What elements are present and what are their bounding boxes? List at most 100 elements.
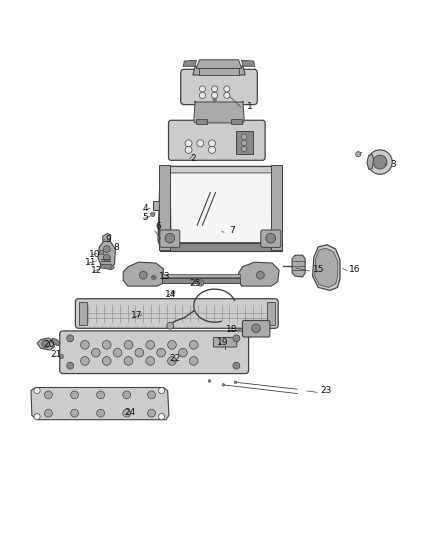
Circle shape (59, 354, 64, 359)
Polygon shape (31, 387, 169, 419)
FancyBboxPatch shape (213, 337, 237, 347)
Polygon shape (196, 60, 242, 68)
Circle shape (234, 381, 237, 384)
Circle shape (212, 92, 218, 99)
Circle shape (185, 140, 192, 147)
Circle shape (97, 391, 105, 399)
Circle shape (103, 254, 110, 261)
Circle shape (123, 391, 131, 399)
Polygon shape (184, 60, 196, 66)
Text: 10: 10 (89, 250, 101, 259)
Circle shape (159, 414, 165, 419)
Text: 25: 25 (189, 279, 201, 287)
Circle shape (368, 150, 392, 174)
Circle shape (159, 387, 165, 393)
Circle shape (172, 291, 175, 294)
Circle shape (67, 335, 74, 342)
Polygon shape (103, 233, 111, 241)
Polygon shape (239, 262, 279, 286)
Polygon shape (50, 338, 60, 346)
Circle shape (197, 140, 204, 147)
FancyBboxPatch shape (75, 298, 278, 328)
Circle shape (222, 384, 225, 386)
Bar (271, 165, 282, 250)
Polygon shape (98, 241, 116, 268)
Circle shape (212, 86, 218, 92)
Circle shape (123, 409, 131, 417)
Circle shape (102, 341, 111, 349)
FancyBboxPatch shape (160, 230, 180, 247)
Circle shape (185, 147, 192, 154)
Circle shape (168, 357, 177, 365)
Bar (267, 302, 275, 325)
Circle shape (42, 340, 49, 348)
Bar (162, 274, 240, 277)
Circle shape (198, 280, 204, 286)
Text: 22: 22 (170, 354, 181, 364)
Polygon shape (170, 173, 272, 243)
Circle shape (135, 349, 144, 357)
Circle shape (71, 391, 78, 399)
FancyBboxPatch shape (243, 320, 270, 337)
Circle shape (113, 349, 122, 357)
Circle shape (34, 387, 40, 393)
Circle shape (167, 322, 174, 329)
Circle shape (146, 341, 155, 349)
Circle shape (124, 341, 133, 349)
Circle shape (148, 409, 155, 417)
Circle shape (224, 86, 230, 92)
Circle shape (189, 341, 198, 349)
Text: 5: 5 (142, 213, 148, 222)
Text: 20: 20 (43, 341, 55, 349)
Text: 18: 18 (226, 325, 238, 334)
Text: 8: 8 (114, 243, 120, 252)
Polygon shape (367, 154, 374, 169)
Circle shape (81, 341, 89, 349)
Circle shape (71, 409, 78, 417)
Text: 12: 12 (91, 266, 102, 276)
Text: 17: 17 (131, 311, 142, 320)
Bar (236, 131, 253, 154)
Bar (199, 68, 239, 75)
Circle shape (208, 140, 215, 147)
Circle shape (146, 357, 155, 365)
Text: 13: 13 (159, 272, 170, 281)
Circle shape (252, 324, 260, 333)
Circle shape (92, 349, 100, 357)
Circle shape (45, 409, 52, 417)
FancyBboxPatch shape (181, 69, 257, 104)
Circle shape (208, 147, 215, 154)
Polygon shape (313, 245, 340, 290)
Circle shape (148, 391, 155, 399)
Circle shape (45, 391, 52, 399)
Circle shape (157, 349, 166, 357)
Text: 16: 16 (349, 265, 360, 274)
Circle shape (233, 362, 240, 369)
Bar (159, 165, 170, 250)
Polygon shape (123, 262, 163, 286)
Bar (162, 278, 240, 283)
Bar (153, 201, 159, 210)
Text: 6: 6 (155, 222, 161, 231)
Polygon shape (194, 101, 244, 123)
Circle shape (199, 92, 205, 99)
Circle shape (199, 86, 205, 92)
Polygon shape (292, 255, 305, 277)
Circle shape (111, 265, 114, 269)
Text: 24: 24 (124, 408, 135, 417)
Polygon shape (158, 166, 282, 250)
Circle shape (97, 409, 105, 417)
Polygon shape (193, 66, 245, 75)
Bar (231, 118, 242, 124)
Circle shape (233, 335, 240, 342)
Text: 2: 2 (190, 154, 196, 163)
Text: 9: 9 (105, 235, 111, 244)
Bar (79, 302, 87, 325)
Circle shape (242, 134, 247, 140)
Text: 23: 23 (320, 386, 331, 395)
Text: 14: 14 (165, 290, 176, 300)
Polygon shape (315, 248, 338, 287)
Text: 21: 21 (50, 350, 61, 359)
Text: 1: 1 (247, 102, 252, 111)
Circle shape (152, 275, 156, 279)
